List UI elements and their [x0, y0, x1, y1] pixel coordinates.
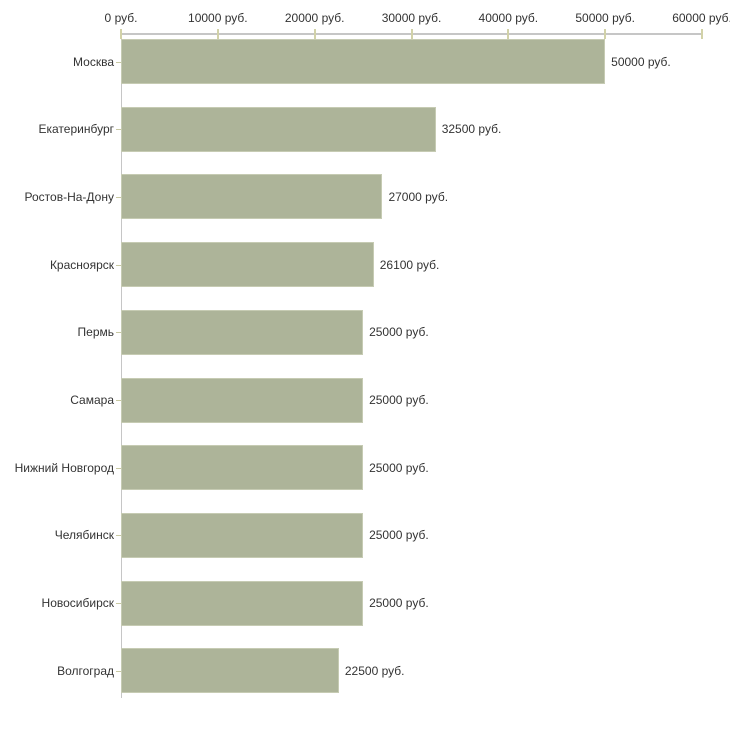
value-label: 27000 руб. — [388, 189, 449, 204]
x-axis-tick-label: 10000 руб. — [188, 11, 248, 25]
bar — [121, 580, 364, 626]
category-tick-mark — [116, 61, 121, 63]
category-tick-mark — [116, 332, 121, 334]
category-tick-mark — [116, 670, 121, 672]
bar — [121, 377, 364, 423]
category-label: Ростов-На-Дону — [24, 189, 114, 204]
x-axis-tick-label: 40000 руб. — [478, 11, 539, 25]
bar — [121, 106, 436, 152]
value-label: 25000 руб. — [369, 325, 429, 340]
category-label: Челябинск — [54, 528, 114, 543]
category-tick-mark — [116, 196, 121, 198]
category-label: Пермь — [77, 325, 114, 340]
x-axis-tick-mark — [216, 29, 219, 39]
category-tick-mark — [116, 603, 121, 605]
category-tick-mark — [116, 264, 121, 266]
value-label: 25000 руб. — [369, 528, 429, 543]
y-axis-line — [121, 33, 122, 698]
x-axis-tick-label: 30000 руб. — [381, 11, 442, 25]
value-label: 26100 руб. — [379, 257, 440, 272]
x-axis-tick-mark — [604, 29, 607, 39]
category-label: Волгоград — [57, 663, 114, 678]
value-label: 22500 руб. — [344, 663, 405, 678]
x-axis-tick-mark — [120, 29, 122, 39]
value-label: 50000 руб. — [611, 54, 671, 69]
x-axis-tick-label: 50000 руб. — [575, 11, 635, 25]
x-axis-tick-mark — [701, 29, 703, 39]
category-label: Красноярск — [49, 257, 114, 272]
category-tick-mark — [116, 535, 121, 537]
bar — [121, 242, 374, 288]
category-label: Нижний Новгород — [14, 460, 114, 475]
bar — [121, 39, 606, 84]
value-label: 25000 руб. — [369, 596, 429, 611]
x-axis-tick-mark — [507, 29, 510, 39]
value-label: 25000 руб. — [369, 393, 429, 407]
bar — [121, 445, 364, 491]
category-label: Самара — [70, 393, 114, 407]
x-axis-tick-label: 0 руб. — [104, 11, 138, 25]
category-label: Новосибирск — [41, 596, 114, 611]
category-label: Москва — [73, 54, 114, 69]
value-label: 25000 руб. — [369, 460, 429, 475]
bar — [121, 512, 364, 558]
category-tick-mark — [116, 467, 121, 469]
value-label: 32500 руб. — [441, 122, 502, 137]
bar — [121, 309, 364, 355]
category-tick-mark — [116, 400, 121, 401]
x-axis-tick-mark — [410, 29, 413, 39]
x-axis-tick-mark — [313, 29, 316, 39]
x-axis-tick-label: 60000 руб. — [672, 11, 730, 25]
bar — [121, 174, 383, 220]
bar — [121, 648, 339, 694]
x-axis-tick-label: 20000 руб. — [284, 11, 345, 25]
category-tick-mark — [116, 129, 121, 131]
category-label: Екатеринбург — [38, 122, 115, 137]
